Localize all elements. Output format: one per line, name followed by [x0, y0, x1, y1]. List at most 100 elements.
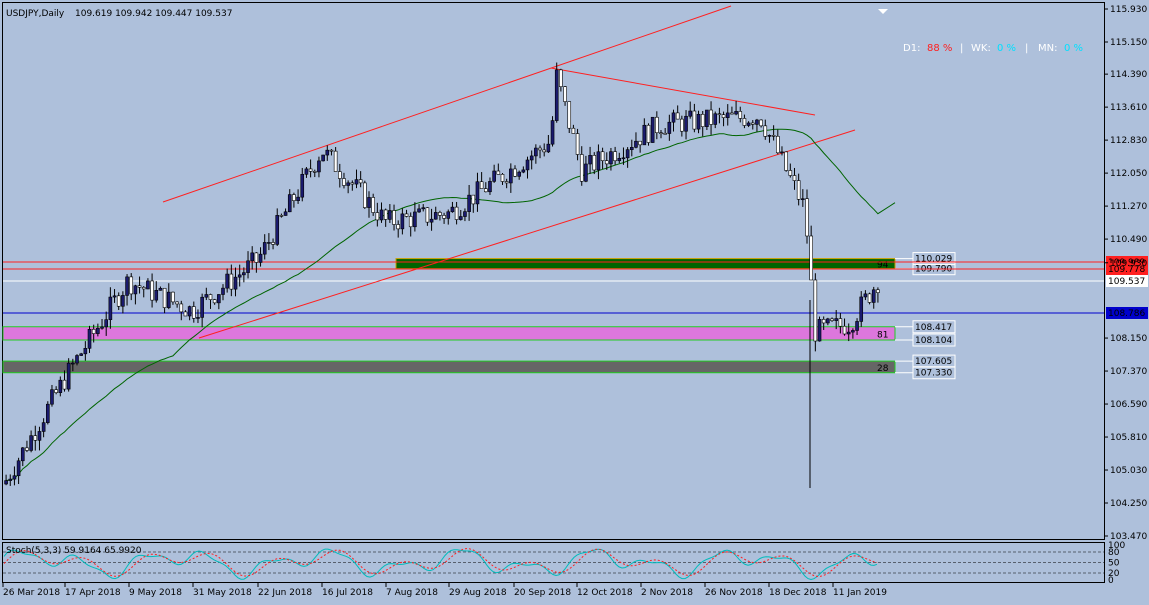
bearish-candle — [292, 194, 296, 201]
bearish-candle — [208, 294, 213, 300]
price-line-tag-bg — [1106, 307, 1148, 319]
bearish-candle — [229, 273, 234, 290]
bullish-candle — [12, 475, 17, 480]
zone-2-tag: 81 — [877, 330, 888, 340]
bearish-candle — [646, 124, 651, 143]
bullish-candle — [550, 120, 555, 145]
bullish-candle — [846, 331, 851, 335]
bullish-candle — [588, 155, 592, 165]
bullish-candle — [267, 242, 271, 244]
zone-3-top-label: 107.605 — [915, 357, 952, 367]
bullish-candle — [755, 119, 759, 125]
bearish-candle — [721, 114, 726, 118]
bearish-candle — [54, 389, 58, 393]
bearish-candle — [821, 319, 826, 324]
bearish-candle — [212, 299, 217, 304]
sep-1: | — [960, 43, 963, 54]
resistance-trendline — [550, 67, 816, 116]
bullish-candle — [521, 169, 526, 173]
bullish-candle — [684, 115, 688, 132]
bullish-candle — [246, 260, 250, 273]
bullish-candle — [746, 122, 751, 126]
bullish-candle — [863, 293, 868, 298]
bearish-candle — [442, 215, 446, 219]
bullish-candle — [817, 319, 822, 342]
bearish-candle — [25, 447, 29, 451]
price-tick-label: 103.470 — [1110, 532, 1147, 542]
price-tick-label: 105.810 — [1110, 433, 1147, 443]
bearish-candle — [471, 194, 476, 205]
bearish-candle — [308, 168, 313, 172]
bearish-candle — [375, 212, 380, 221]
bearish-candle — [788, 170, 793, 176]
bearish-candle — [392, 210, 396, 225]
bullish-candle — [609, 151, 613, 165]
bullish-candle — [237, 274, 242, 278]
bullish-candle — [354, 179, 359, 185]
chart-title: USDJPY,Daily — [6, 9, 65, 19]
mn-label: MN: — [1038, 43, 1057, 54]
bullish-candle — [287, 194, 292, 213]
time-tick-label: 26 Nov 2018 — [705, 588, 763, 598]
bullish-candle — [725, 112, 730, 118]
d1-label: D1: — [903, 43, 920, 54]
bearish-candle — [425, 207, 430, 223]
bearish-candle — [192, 306, 196, 319]
bullish-candle — [379, 209, 384, 221]
bullish-candle — [158, 287, 163, 291]
bullish-candle — [801, 198, 805, 201]
time-tick-label: 22 Jun 2018 — [258, 588, 312, 598]
bullish-candle — [705, 109, 709, 127]
bullish-candle — [71, 362, 75, 365]
bullish-candle — [767, 135, 772, 137]
bullish-candle — [133, 285, 138, 295]
bullish-candle — [596, 151, 601, 171]
bullish-candle — [262, 242, 267, 255]
price-tick-label: 111.270 — [1110, 202, 1147, 212]
bullish-candle — [4, 480, 8, 485]
bullish-candle — [217, 294, 221, 304]
bullish-candle — [621, 157, 626, 160]
bullish-candle — [41, 422, 46, 432]
bullish-candle — [29, 435, 33, 451]
bearish-candle — [867, 293, 872, 303]
main-plot-frame — [2, 2, 1105, 540]
bearish-candle — [738, 111, 743, 119]
bullish-candle — [66, 362, 71, 390]
bearish-candle — [759, 119, 763, 127]
bullish-candle — [304, 168, 309, 175]
bullish-candle — [125, 276, 129, 296]
bullish-candle — [317, 160, 321, 173]
price-tick-label: 107.370 — [1110, 367, 1147, 377]
time-tick-label: 12 Oct 2018 — [577, 588, 633, 598]
bullish-candle — [200, 296, 204, 318]
stoch-label: Stoch(5,3,3) 59.9164 65.9920 — [6, 546, 142, 556]
bearish-candle — [129, 276, 134, 295]
price-tick-label: 108.150 — [1110, 334, 1147, 344]
bearish-candle — [279, 215, 284, 217]
bullish-candle — [417, 208, 421, 213]
bearish-candle — [750, 122, 755, 125]
bearish-candle — [337, 171, 342, 179]
bearish-candle — [479, 181, 484, 189]
stoch-level-label: 20 — [1108, 569, 1120, 579]
time-tick-label: 17 Apr 2018 — [65, 588, 121, 598]
bullish-candle — [16, 460, 21, 477]
bullish-candle — [37, 431, 42, 441]
bearish-candle — [62, 379, 67, 390]
zone-1-tag: 94 — [877, 261, 889, 271]
zone-1-bottom-label: 109.790 — [915, 265, 952, 275]
bearish-candle — [700, 113, 705, 127]
bearish-candle — [763, 125, 768, 137]
bullish-candle — [534, 147, 538, 157]
price-tick-label: 114.390 — [1110, 70, 1147, 80]
bearish-candle — [717, 113, 722, 116]
zone-2-bottom-label: 108.104 — [915, 336, 952, 346]
bullish-candle — [855, 321, 859, 331]
bullish-candle — [554, 69, 559, 121]
bullish-candle — [629, 147, 634, 150]
zone-3-tag: 28 — [877, 364, 889, 374]
bullish-candle — [8, 478, 13, 481]
candles — [4, 62, 880, 486]
